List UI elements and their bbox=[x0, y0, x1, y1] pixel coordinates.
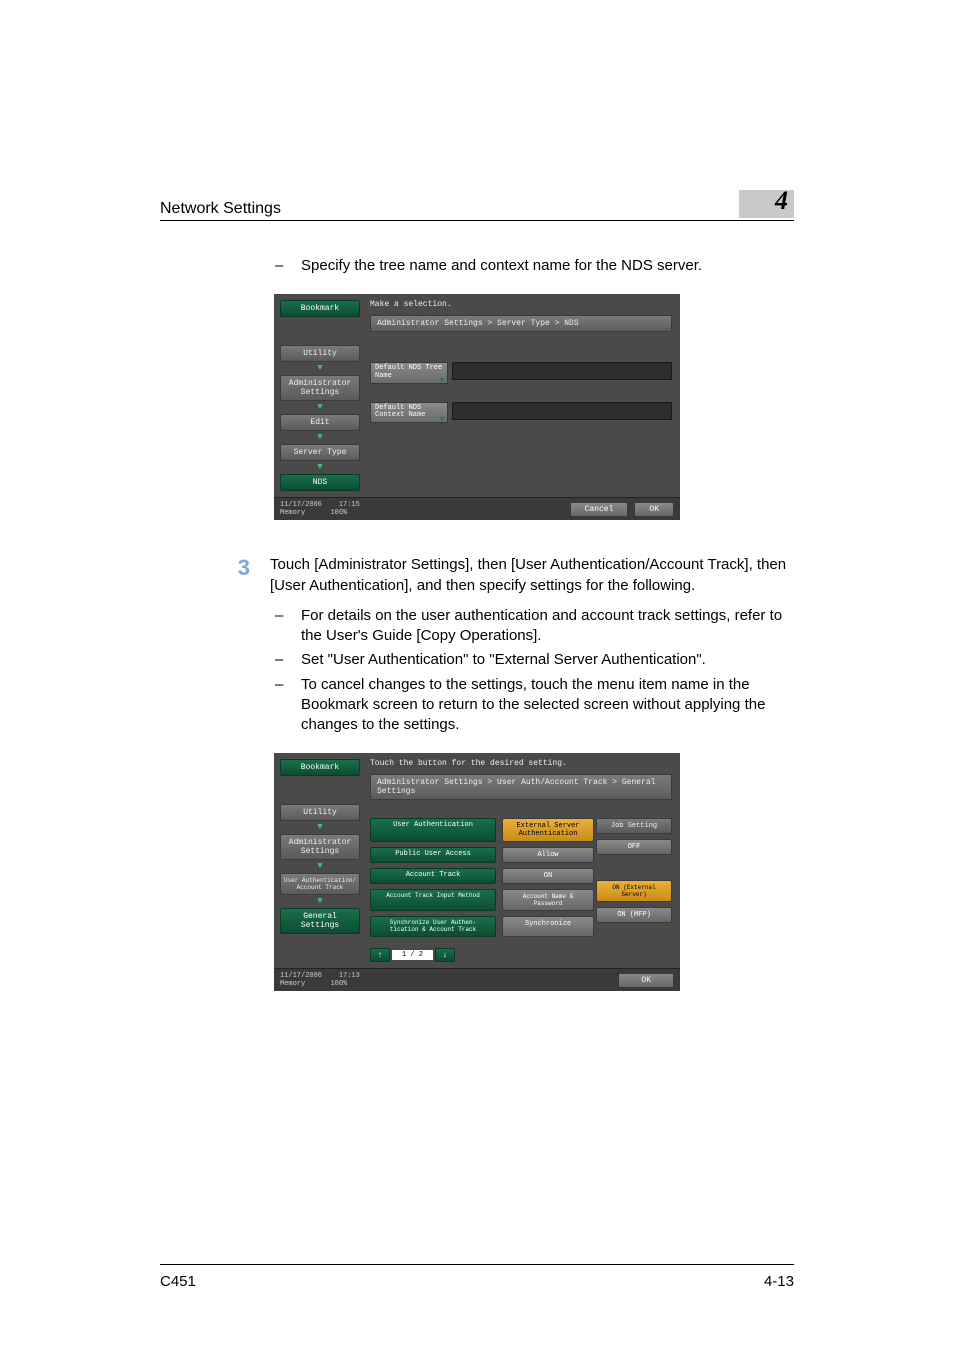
sidebar-item-nds[interactable]: NDS bbox=[280, 474, 360, 491]
step-3: 3 Touch [Administrator Settings], then [… bbox=[160, 555, 794, 596]
chevron-down-icon: ▼ bbox=[280, 822, 360, 832]
val-public-access[interactable]: Allow bbox=[502, 847, 594, 863]
sidebar-item-general[interactable]: General Settings bbox=[280, 908, 360, 934]
row-public-access[interactable]: Public User Access bbox=[370, 847, 496, 863]
ss1-sidebar: Bookmark Utility ▼ Administrator Setting… bbox=[274, 294, 366, 497]
chevron-down-icon: ▼ bbox=[280, 896, 360, 906]
val-account-track[interactable]: ON bbox=[502, 868, 594, 884]
chevron-down-icon: ▼ bbox=[280, 363, 360, 373]
sidebar-item-user-auth[interactable]: User Authentication/ Account Track bbox=[280, 873, 360, 895]
sidebar-item-admin[interactable]: Administrator Settings bbox=[280, 834, 360, 860]
intro-bullet: – Specify the tree name and context name… bbox=[275, 256, 794, 276]
chevron-down-icon: ▼ bbox=[280, 861, 360, 871]
field-context-name: Default NDS Context Name bbox=[370, 402, 672, 423]
val-input-method[interactable]: Account Name & Password bbox=[502, 889, 594, 911]
ok-button[interactable]: OK bbox=[634, 502, 674, 517]
field-tree-name: Default NDS Tree Name bbox=[370, 362, 672, 383]
step-number: 3 bbox=[160, 555, 250, 596]
ok-button[interactable]: OK bbox=[618, 973, 674, 988]
breadcrumb: Administrator Settings > Server Type > N… bbox=[370, 315, 672, 332]
page-indicator: 1 / 2 bbox=[392, 950, 433, 960]
pager: ↑ 1 / 2 ↓ bbox=[370, 948, 455, 962]
cancel-button[interactable]: Cancel bbox=[570, 502, 629, 517]
footer-page: 4-13 bbox=[764, 1273, 794, 1290]
step3-bullet: –To cancel changes to the settings, touc… bbox=[275, 675, 794, 736]
bookmark-button[interactable]: Bookmark bbox=[280, 300, 360, 317]
bookmark-button[interactable]: Bookmark bbox=[280, 759, 360, 776]
step3-bullet: –Set "User Authentication" to "External … bbox=[275, 650, 794, 670]
chapter-badge: 4 bbox=[739, 190, 794, 218]
breadcrumb: Administrator Settings > User Auth/Accou… bbox=[370, 774, 672, 800]
row-account-track[interactable]: Account Track bbox=[370, 868, 496, 884]
sidebar-item-server-type[interactable]: Server Type bbox=[280, 444, 360, 461]
job-on-mfp[interactable]: ON (MFP) bbox=[596, 907, 672, 923]
context-name-input[interactable] bbox=[452, 402, 672, 420]
chevron-down-icon: ▼ bbox=[280, 462, 360, 472]
row-sync[interactable]: Synchronize User Authen- tication & Acco… bbox=[370, 916, 496, 937]
row-user-auth[interactable]: User Authentication bbox=[370, 818, 496, 842]
tree-name-input[interactable] bbox=[452, 362, 672, 380]
page-header: Network Settings 4 bbox=[160, 190, 794, 221]
page-down-button[interactable]: ↓ bbox=[435, 948, 455, 962]
screenshot-nds: Bookmark Utility ▼ Administrator Setting… bbox=[274, 294, 680, 520]
job-on-ext[interactable]: ON (External Server) bbox=[596, 880, 672, 902]
val-sync[interactable]: Synchronize bbox=[502, 916, 594, 937]
sidebar-item-admin[interactable]: Administrator Settings bbox=[280, 375, 360, 401]
ss2-sidebar: Bookmark Utility ▼ Administrator Setting… bbox=[274, 753, 366, 968]
ss1-footer: 11/17/2006 17:15 Memory 100% Cancel OK bbox=[274, 497, 680, 520]
step3-bullet: –For details on the user authentication … bbox=[275, 606, 794, 647]
val-user-auth[interactable]: External Server Authentication bbox=[502, 818, 594, 842]
job-off[interactable]: OFF bbox=[596, 839, 672, 855]
sidebar-item-utility[interactable]: Utility bbox=[280, 804, 360, 821]
page-footer: C451 4-13 bbox=[160, 1264, 794, 1290]
chevron-down-icon: ▼ bbox=[280, 402, 360, 412]
screenshot-general-settings: Bookmark Utility ▼ Administrator Setting… bbox=[274, 753, 680, 991]
sidebar-item-edit[interactable]: Edit bbox=[280, 414, 360, 431]
sidebar-item-utility[interactable]: Utility bbox=[280, 345, 360, 362]
ss1-message: Make a selection. bbox=[370, 300, 672, 315]
page-up-button[interactable]: ↑ bbox=[370, 948, 390, 962]
row-input-method[interactable]: Account Track Input Method bbox=[370, 889, 496, 911]
header-title: Network Settings bbox=[160, 200, 281, 218]
ss2-message: Touch the button for the desired setting… bbox=[370, 759, 672, 774]
job-setting-header: Job Setting bbox=[596, 818, 672, 834]
footer-model: C451 bbox=[160, 1273, 196, 1290]
chevron-down-icon: ▼ bbox=[280, 432, 360, 442]
ss2-footer: 11/17/2006 17:13 Memory 100% OK bbox=[274, 968, 680, 991]
